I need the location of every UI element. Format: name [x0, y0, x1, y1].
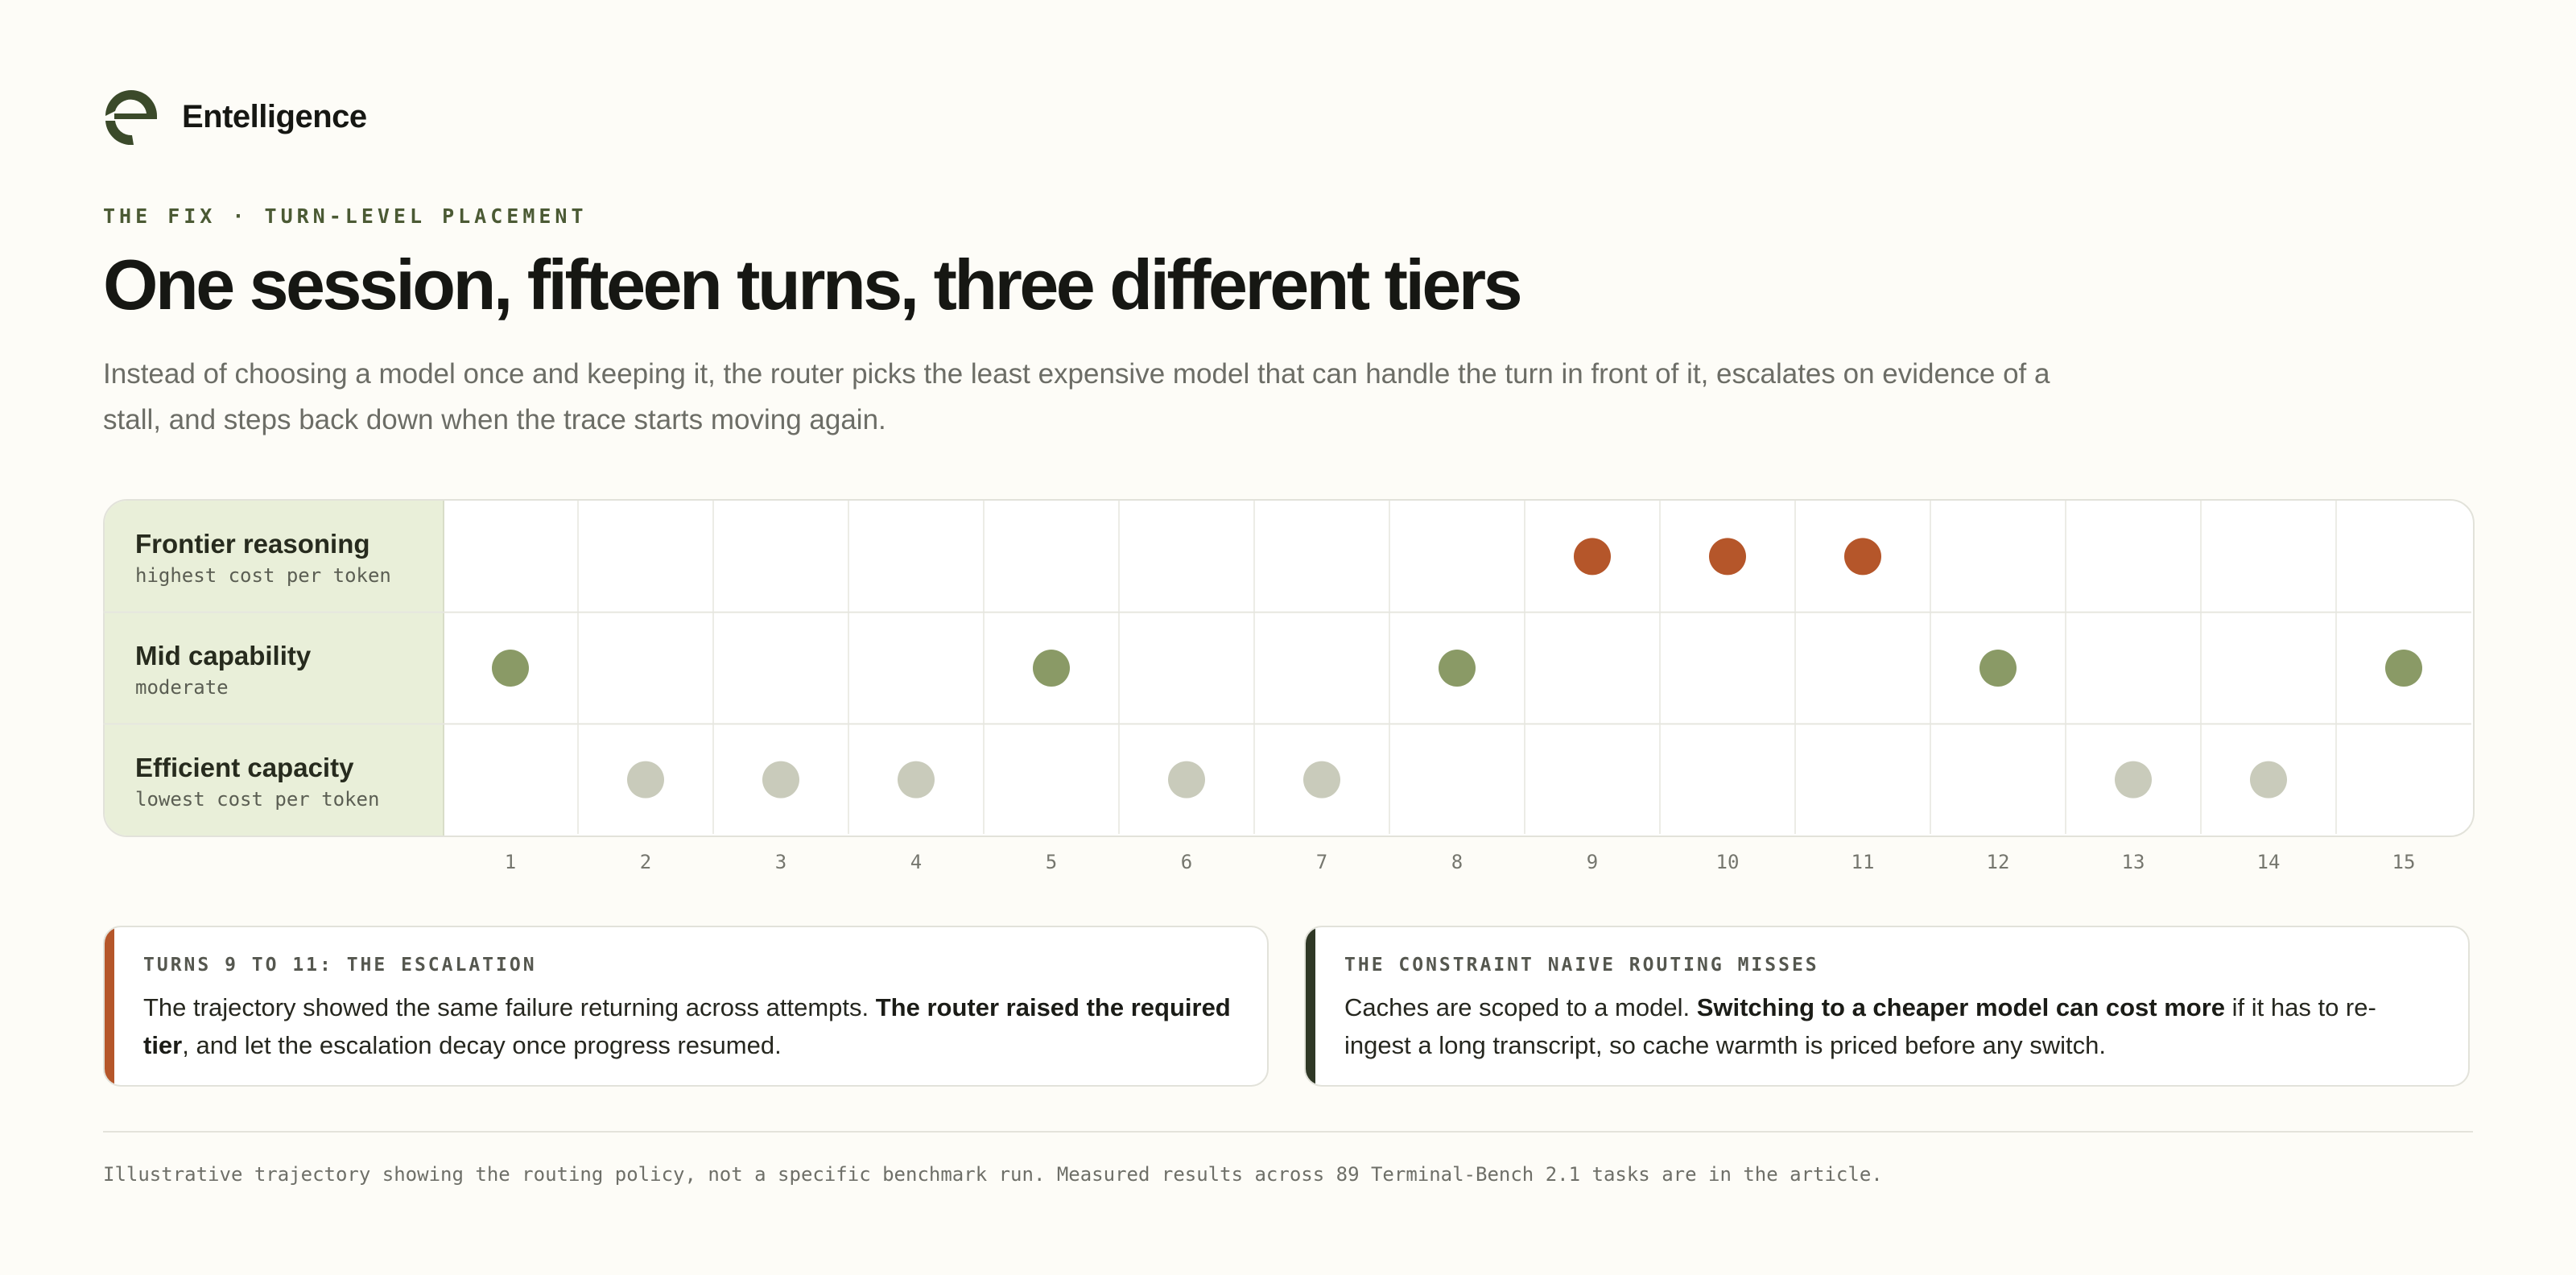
tier-name: Efficient capacity [135, 753, 354, 782]
x-tick-label: 6 [1181, 851, 1192, 873]
turn-point [898, 761, 935, 798]
chart-plot: 1 2 3 4 5 6 7 8 9 10 11 12 13 14 15 [103, 501, 2471, 873]
card-emphasis: Switching to a cheaper model can cost mo… [1696, 993, 2226, 1021]
footnote: Illustrative trajectory showing the rout… [103, 1163, 1883, 1186]
x-tick-label: 9 [1587, 851, 1598, 873]
tier-description: highest cost per token [135, 564, 391, 587]
brand: Entelligence [103, 89, 367, 145]
card-text: Caches are scoped to a model. [1344, 993, 1697, 1021]
escalation-card: TURNS 9 TO 11: THE ESCALATION The trajec… [103, 926, 1269, 1087]
x-tick-label: 12 [1987, 851, 2010, 873]
chart-frame: Frontier reasoning highest cost per toke… [103, 499, 2475, 837]
tier-label-frontier: Frontier reasoning highest cost per toke… [135, 528, 441, 588]
tier-label-mid: Mid capability moderate [135, 640, 441, 699]
card-text: The trajectory showed the same failure r… [143, 993, 876, 1021]
turn-point [2115, 761, 2152, 798]
x-tick-label: 5 [1046, 851, 1057, 873]
turn-point [1709, 538, 1746, 576]
card-text: if it has to re-ingest a long transcript… [1344, 993, 2376, 1059]
tier-label-efficient: Efficient capacity lowest cost per token [135, 752, 441, 811]
card-emphasis: The router raised the required tier [143, 993, 1231, 1059]
tier-name: Frontier reasoning [135, 529, 370, 559]
divider [103, 1131, 2473, 1133]
tier-description: moderate [135, 676, 229, 699]
tier-labels: Frontier reasoning highest cost per toke… [105, 501, 444, 836]
brand-name: Entelligence [182, 98, 367, 134]
entelligence-e-logo-icon [105, 90, 157, 145]
turn-point [762, 761, 799, 798]
card-body: Caches are scoped to a model. Switching … [1344, 988, 2439, 1064]
x-tick-label: 1 [505, 851, 516, 873]
card-title: TURNS 9 TO 11: THE ESCALATION [143, 955, 537, 976]
tier-name: Mid capability [135, 641, 312, 671]
turn-point [1574, 538, 1611, 576]
turn-point [1844, 538, 1881, 576]
turn-point [1439, 650, 1476, 687]
page-title: One session, fifteen turns, three differ… [103, 245, 1523, 324]
turn-point [2250, 761, 2287, 798]
x-tick-label: 3 [775, 851, 786, 873]
x-tick-label: 14 [2257, 851, 2281, 873]
turn-point [492, 650, 529, 687]
x-tick-label: 11 [1852, 851, 1875, 873]
x-tick-label: 13 [2122, 851, 2145, 873]
x-tick-label: 15 [2392, 851, 2416, 873]
turn-point [1168, 761, 1205, 798]
card-title: THE CONSTRAINT NAIVE ROUTING MISSES [1344, 955, 1819, 976]
turn-point [1303, 761, 1340, 798]
tier-description: lowest cost per token [135, 788, 380, 811]
card-body: The trajectory showed the same failure r… [143, 988, 1238, 1064]
turn-point [2385, 650, 2422, 687]
turn-point [627, 761, 664, 798]
constraint-card: THE CONSTRAINT NAIVE ROUTING MISSES Cach… [1304, 926, 2470, 1087]
x-tick-label: 10 [1716, 851, 1740, 873]
eyebrow: THE FIX · TURN-LEVEL PLACEMENT [103, 204, 588, 228]
x-tick-label: 2 [640, 851, 651, 873]
turn-point [1033, 650, 1070, 687]
x-tick-label: 7 [1316, 851, 1327, 873]
turn-point [1979, 650, 2017, 687]
page-subtitle: Instead of choosing a model once and kee… [103, 358, 2050, 435]
card-text: , and let the escalation decay once prog… [182, 1031, 782, 1059]
x-tick-label: 8 [1451, 851, 1463, 873]
tier-chart: Frontier reasoning highest cost per toke… [103, 499, 2475, 873]
x-tick-label: 4 [910, 851, 922, 873]
